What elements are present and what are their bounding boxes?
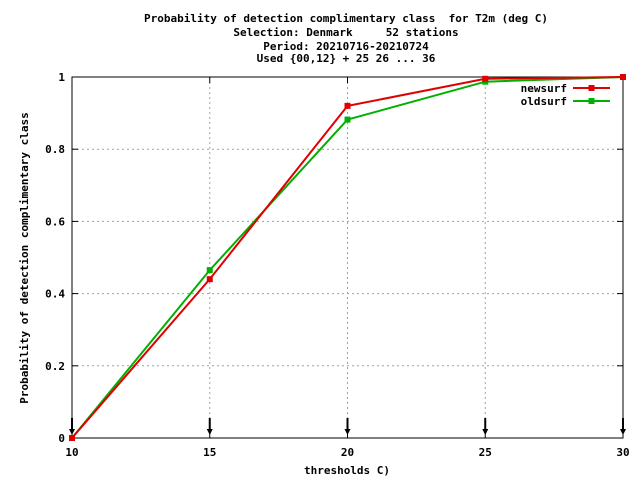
y-tick-label: 0.4 [45,288,65,301]
legend-label-oldsurf: oldsurf [521,95,567,108]
data-point-oldsurf [206,267,213,274]
x-tick-label: 30 [616,446,629,459]
title-line-2: Selection: Denmark 52 stations [233,26,458,39]
threshold-markers [69,418,626,435]
axis-ticks: 10 15 20 25 30 0 0.2 0.4 0.6 0.8 1 [45,71,630,459]
data-point-oldsurf [344,116,351,123]
x-tick-label: 20 [341,446,354,459]
y-axis-label: Probability of detection complimentary c… [18,112,31,403]
series-group [69,74,626,441]
legend-marker-newsurf [588,85,595,91]
y-tick-label: 1 [58,71,65,84]
x-tick-label: 15 [203,446,216,459]
chart-title: Probability of detection complimentary c… [144,12,548,65]
data-point-newsurf [620,74,626,80]
y-tick-label: 0.2 [45,360,65,373]
y-tick-label: 0.6 [45,215,65,228]
x-tick-label: 25 [479,446,492,459]
threshold-marker-arrow [620,429,626,435]
data-point-newsurf [482,75,489,82]
threshold-marker-arrow [482,429,489,435]
x-axis-label: thresholds C) [304,464,390,477]
x-tick-label: 10 [65,446,78,459]
grid [72,77,623,438]
y-tick-label: 0 [58,432,65,445]
legend-marker-oldsurf [588,98,595,104]
legend-label-newsurf: newsurf [521,82,567,95]
title-line-3: Period: 20210716-20210724 [263,40,429,53]
y-tick-label: 0.8 [45,143,65,156]
data-point-newsurf [69,435,75,441]
threshold-marker-arrow [206,429,213,435]
data-point-newsurf [344,102,351,109]
title-line-1: Probability of detection complimentary c… [144,12,548,25]
title-line-4: Used {00,12} + 25 26 ... 36 [257,52,436,65]
threshold-marker-arrow [69,429,75,435]
data-point-newsurf [206,276,213,283]
threshold-marker-arrow [344,429,351,435]
